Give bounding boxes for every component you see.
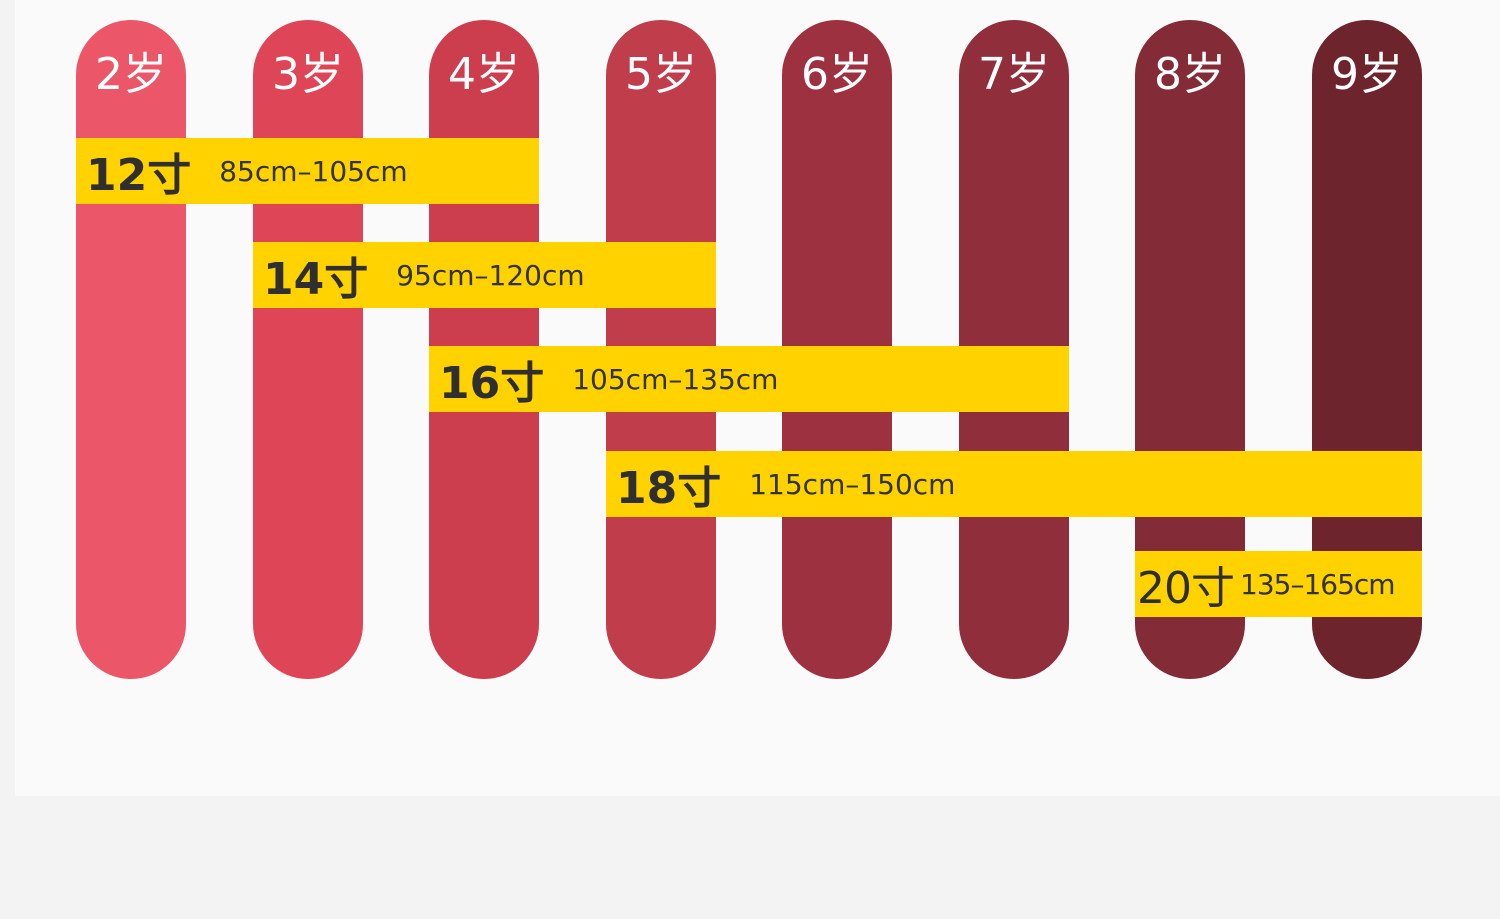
age-label: 3岁	[272, 49, 344, 100]
size-range: 95cm–120cm	[396, 258, 585, 292]
size-band-14: 14寸 95cm–120cm	[253, 242, 716, 308]
size-band-16: 16寸 105cm–135cm	[429, 346, 1069, 412]
age-label: 7岁	[978, 49, 1050, 100]
age-label: 8岁	[1154, 49, 1226, 100]
size-name: 20寸	[1137, 563, 1235, 614]
age-column-2: 2岁	[76, 20, 186, 679]
size-band-20: 20寸 135–165cm	[1135, 551, 1422, 617]
size-name: 14寸	[263, 254, 369, 305]
age-label: 4岁	[448, 49, 520, 100]
size-name: 16寸	[439, 358, 545, 409]
size-band-12: 12寸 85cm–105cm	[76, 138, 539, 204]
size-band-18: 18寸 115cm–150cm	[606, 451, 1422, 517]
size-name: 18寸	[616, 463, 722, 514]
age-column-3: 3岁	[253, 20, 363, 679]
size-range: 115cm–150cm	[749, 467, 956, 501]
age-label: 9岁	[1331, 49, 1403, 100]
size-name: 12寸	[86, 150, 192, 201]
age-label: 2岁	[95, 49, 167, 100]
age-label: 6岁	[801, 49, 873, 100]
size-range: 105cm–135cm	[572, 362, 779, 396]
size-range: 135–165cm	[1240, 567, 1396, 601]
age-label: 5岁	[625, 49, 697, 100]
size-range: 85cm–105cm	[219, 154, 408, 188]
